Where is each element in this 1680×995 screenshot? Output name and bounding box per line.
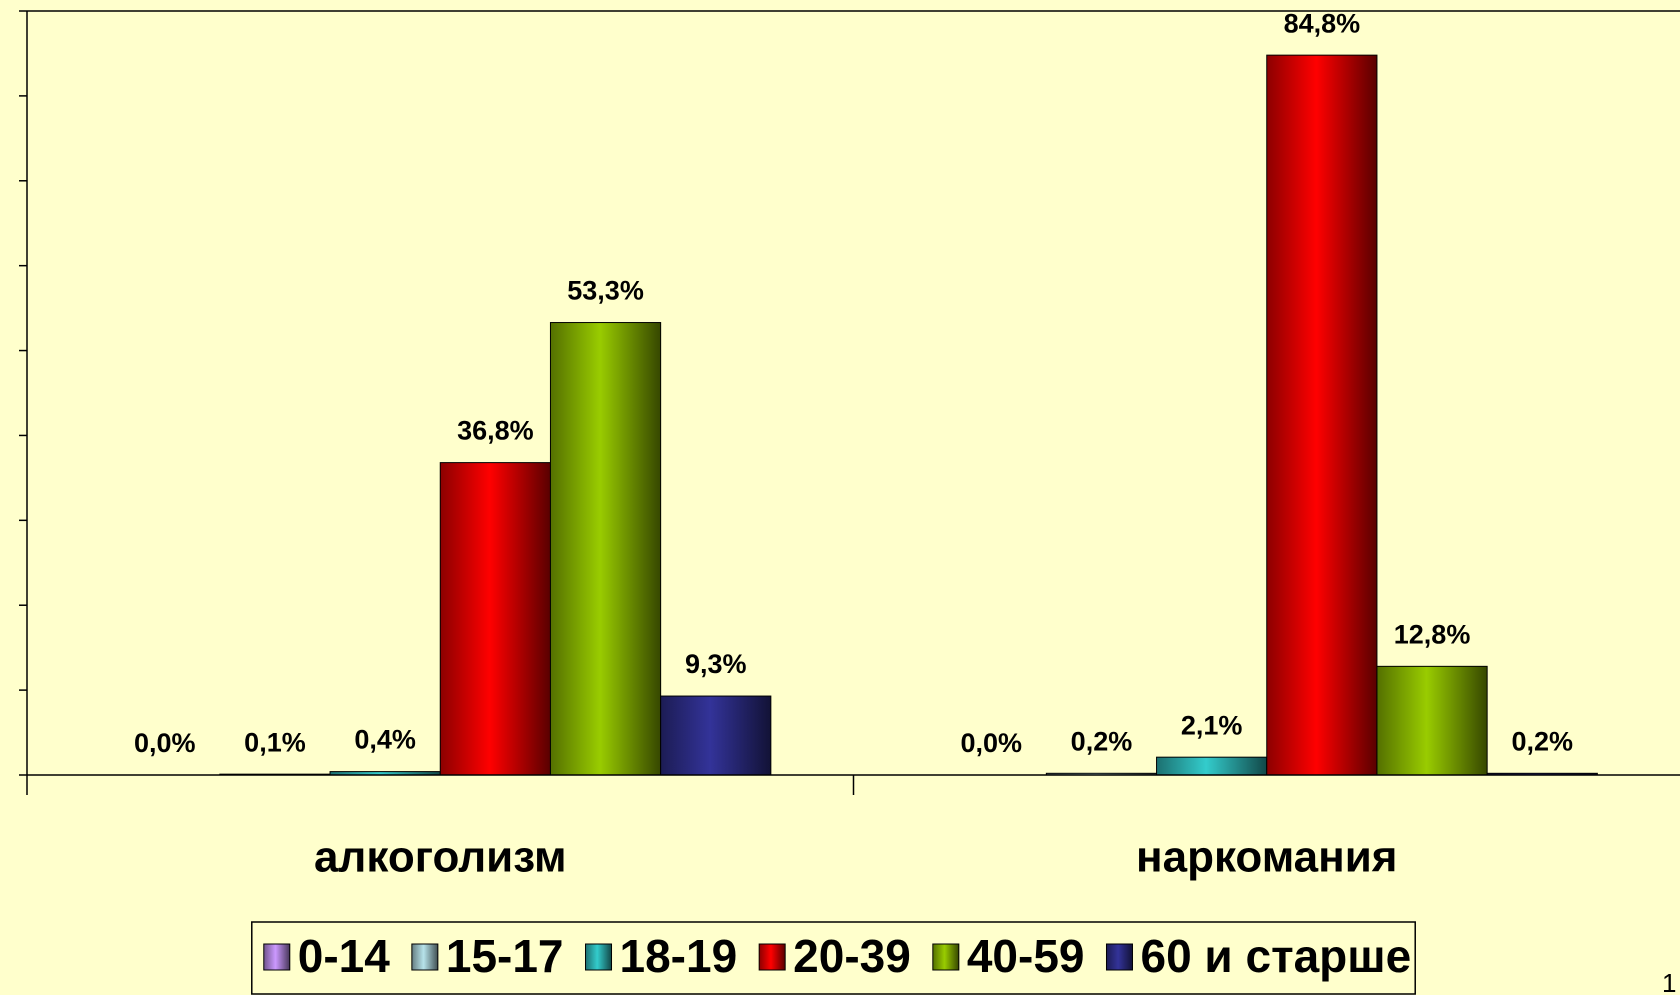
legend-swatch bbox=[585, 943, 613, 971]
legend-swatch bbox=[263, 943, 291, 971]
legend-box bbox=[251, 921, 1416, 995]
value-label: 84,8% bbox=[1284, 8, 1361, 38]
value-label: 0,0% bbox=[960, 728, 1022, 758]
value-label: 53,3% bbox=[567, 276, 644, 306]
value-label: 0,2% bbox=[1071, 726, 1133, 756]
legend-label: 20-39 bbox=[793, 930, 911, 982]
value-label: 0,1% bbox=[244, 727, 306, 757]
legend-swatch bbox=[758, 943, 786, 971]
value-label: 0,0% bbox=[134, 728, 196, 758]
legend-swatch bbox=[932, 943, 960, 971]
legend-label: 15-17 bbox=[446, 930, 564, 982]
legend-label: 60 и старше bbox=[1140, 930, 1411, 982]
page-number: 1 bbox=[1662, 968, 1676, 995]
value-label: 9,3% bbox=[685, 649, 747, 679]
x-tick-label: наркомания bbox=[1136, 833, 1397, 882]
legend-label: 0-14 bbox=[298, 930, 390, 982]
value-label: 36,8% bbox=[457, 416, 534, 446]
value-label: 12,8% bbox=[1394, 619, 1471, 649]
x-tick-label: алкоголизм bbox=[314, 833, 567, 882]
bar bbox=[1376, 665, 1488, 776]
bar bbox=[1266, 54, 1378, 776]
legend-label: 18-19 bbox=[620, 930, 738, 982]
bar bbox=[549, 322, 662, 776]
legend-label: 40-59 bbox=[967, 930, 1085, 982]
legend-swatch bbox=[1105, 943, 1133, 971]
value-label: 0,2% bbox=[1511, 726, 1573, 756]
bar bbox=[439, 462, 551, 776]
value-label: 2,1% bbox=[1181, 710, 1243, 740]
value-label: 0,4% bbox=[354, 725, 416, 755]
bar bbox=[660, 695, 772, 776]
bar bbox=[1156, 756, 1268, 776]
legend-swatch bbox=[411, 943, 439, 971]
